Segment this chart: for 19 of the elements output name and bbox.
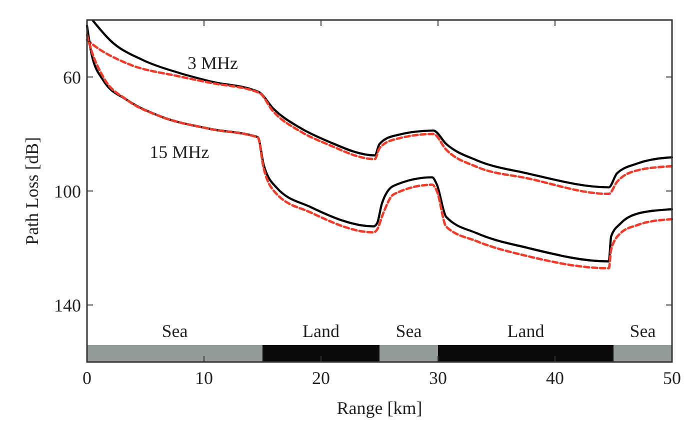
x-tick-label: 30 xyxy=(429,368,447,388)
annotation: 3 MHz xyxy=(188,53,238,74)
x-tick-label: 20 xyxy=(312,368,330,388)
band-label: Land xyxy=(507,321,544,341)
y-axis-title: Path Loss [dB] xyxy=(22,137,42,245)
x-axis-title: Range [km] xyxy=(336,398,422,418)
band-label: Sea xyxy=(630,321,656,341)
band-label: Sea xyxy=(396,321,422,341)
y-tick-label: 100 xyxy=(54,181,81,202)
x-tick-label: 50 xyxy=(663,368,681,388)
band-label: Sea xyxy=(162,321,188,341)
y-tick-label: 140 xyxy=(54,295,81,316)
band-label: Land xyxy=(302,321,340,341)
x-tick-label: 40 xyxy=(546,368,564,388)
x-tick-label: 10 xyxy=(195,368,213,388)
x-tick-label: 0 xyxy=(82,368,92,388)
annotation: 15 MHz xyxy=(150,142,210,162)
y-tick-label: 60 xyxy=(63,67,81,88)
line-series xyxy=(92,19,674,188)
